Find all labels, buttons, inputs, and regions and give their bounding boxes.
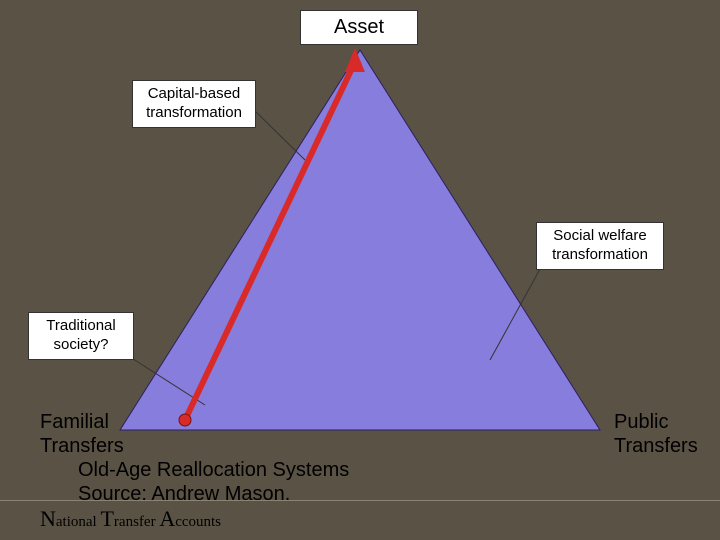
box-capital: Capital-based transformation <box>132 80 256 128</box>
box-capital-line2: transformation <box>146 104 242 121</box>
subtitle-line2: Source: Andrew Mason. <box>78 483 290 505</box>
apex-label-text: Asset <box>334 16 384 38</box>
box-traditional-line1: Traditional <box>46 317 115 334</box>
apex-label: Asset <box>300 10 418 45</box>
vertex-familial: Familial Transfers <box>40 410 124 458</box>
box-social: Social welfare transformation <box>536 222 664 270</box>
divider-line <box>0 500 720 501</box>
origin-dot <box>179 414 191 426</box>
box-traditional: Traditional society? <box>28 312 134 360</box>
vertex-public-line2: Transfers <box>614 435 698 457</box>
footer-cap-n: N <box>40 506 56 531</box>
diagram-canvas: Asset Capital-based transformation Socia… <box>0 0 720 540</box>
footer-low-1: ational <box>56 514 101 530</box>
vertex-public: Public Transfers <box>614 410 698 458</box>
footer-text: National Transfer Accounts <box>40 506 221 532</box>
box-social-line1: Social welfare <box>553 227 646 244</box>
box-capital-line1: Capital-based <box>148 85 241 102</box>
footer-low-2: ransfer <box>114 514 159 530</box>
vertex-familial-line2: Transfers <box>40 435 124 457</box>
footer-low-3: ccounts <box>175 514 221 530</box>
subtitle-block: Old-Age Reallocation Systems Source: And… <box>78 458 349 506</box>
box-social-line2: transformation <box>552 246 648 263</box>
subtitle-line1: Old-Age Reallocation Systems <box>78 459 349 481</box>
footer-cap-a: A <box>159 506 175 531</box>
connector-capital <box>252 108 305 160</box>
footer-cap-t: T <box>100 506 113 531</box>
vertex-public-line1: Public <box>614 411 668 433</box>
vertex-familial-line1: Familial <box>40 411 109 433</box>
box-traditional-line2: society? <box>53 336 108 353</box>
